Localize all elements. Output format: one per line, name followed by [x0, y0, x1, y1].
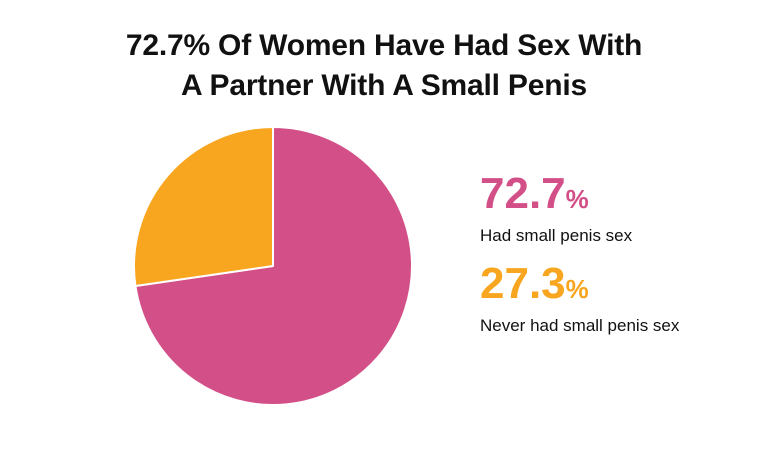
pie-slice-never — [133, 126, 274, 288]
chart-title-line-2: A Partner With A Small Penis — [181, 69, 587, 102]
legend-item-had: 72.7% Had small penis sex — [480, 172, 760, 246]
legend-label-had: Had small penis sex — [480, 226, 633, 245]
legend-value-never-unit: % — [565, 274, 589, 304]
legend-value-had: 72.7% — [480, 172, 760, 216]
legend-value-never: 27.3% — [480, 262, 760, 306]
legend-value-had-unit: % — [565, 184, 589, 214]
legend-label-never: Never had small penis sex — [480, 316, 680, 335]
legend-item-never: 27.3% Never had small penis sex — [480, 262, 760, 336]
legend-value-had-number: 72.7 — [480, 169, 566, 218]
legend-value-never-number: 27.3 — [480, 259, 566, 308]
legend: 72.7% Had small penis sex 27.3% Never ha… — [480, 172, 760, 352]
pie-chart — [133, 126, 413, 406]
chart-title: 72.7% Of Women Have Had Sex With A Partn… — [0, 26, 768, 106]
chart-title-line-1: 72.7% Of Women Have Had Sex With — [125, 29, 643, 62]
